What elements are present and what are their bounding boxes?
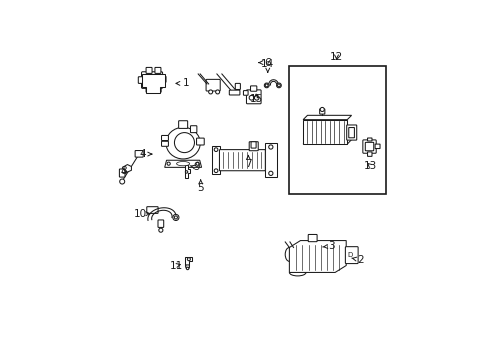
- Polygon shape: [124, 165, 131, 172]
- Text: 3: 3: [322, 241, 335, 251]
- Text: 9: 9: [190, 162, 199, 172]
- Bar: [290, 66, 386, 194]
- FancyBboxPatch shape: [162, 141, 169, 146]
- Text: 11: 11: [170, 261, 183, 270]
- Text: 7: 7: [245, 156, 252, 169]
- FancyBboxPatch shape: [191, 126, 197, 132]
- FancyBboxPatch shape: [319, 109, 325, 114]
- FancyBboxPatch shape: [251, 142, 256, 148]
- FancyBboxPatch shape: [229, 90, 240, 95]
- Text: 14: 14: [261, 59, 274, 72]
- Circle shape: [265, 84, 268, 87]
- Circle shape: [167, 162, 170, 165]
- Polygon shape: [265, 143, 277, 177]
- FancyBboxPatch shape: [179, 121, 188, 129]
- Circle shape: [214, 169, 218, 172]
- FancyBboxPatch shape: [250, 86, 257, 91]
- Text: 10: 10: [134, 209, 150, 219]
- FancyBboxPatch shape: [220, 150, 265, 171]
- Circle shape: [269, 145, 273, 149]
- Text: 2: 2: [352, 255, 364, 265]
- FancyBboxPatch shape: [138, 77, 144, 84]
- Circle shape: [196, 162, 199, 165]
- Text: 13: 13: [364, 161, 377, 171]
- FancyBboxPatch shape: [146, 86, 151, 92]
- FancyBboxPatch shape: [158, 220, 164, 228]
- FancyBboxPatch shape: [155, 67, 161, 73]
- Circle shape: [264, 83, 269, 88]
- Circle shape: [159, 228, 163, 232]
- Polygon shape: [212, 147, 220, 174]
- Circle shape: [186, 267, 189, 270]
- Circle shape: [249, 95, 254, 100]
- FancyBboxPatch shape: [147, 207, 158, 213]
- FancyBboxPatch shape: [363, 140, 376, 153]
- Ellipse shape: [166, 127, 200, 159]
- Polygon shape: [303, 115, 352, 120]
- FancyBboxPatch shape: [347, 125, 357, 140]
- Polygon shape: [290, 240, 346, 273]
- Text: 12: 12: [330, 51, 343, 62]
- Circle shape: [277, 84, 280, 87]
- Circle shape: [185, 171, 188, 173]
- Circle shape: [174, 132, 195, 153]
- Circle shape: [120, 179, 124, 184]
- Circle shape: [187, 258, 190, 261]
- Text: 4: 4: [139, 149, 152, 159]
- FancyBboxPatch shape: [235, 84, 241, 90]
- Text: 5: 5: [197, 180, 204, 193]
- Polygon shape: [185, 257, 193, 266]
- Polygon shape: [303, 120, 347, 144]
- FancyBboxPatch shape: [162, 135, 169, 140]
- Polygon shape: [185, 165, 190, 177]
- FancyBboxPatch shape: [206, 79, 220, 91]
- Circle shape: [209, 90, 213, 94]
- Circle shape: [254, 95, 259, 100]
- Ellipse shape: [176, 162, 190, 166]
- FancyBboxPatch shape: [196, 138, 204, 145]
- FancyBboxPatch shape: [146, 67, 152, 73]
- Text: D: D: [347, 252, 352, 258]
- Circle shape: [174, 216, 177, 219]
- FancyBboxPatch shape: [142, 72, 163, 89]
- Circle shape: [269, 171, 273, 175]
- FancyBboxPatch shape: [349, 127, 354, 138]
- FancyBboxPatch shape: [368, 138, 372, 141]
- FancyBboxPatch shape: [368, 152, 372, 156]
- Circle shape: [214, 148, 218, 152]
- FancyBboxPatch shape: [249, 142, 258, 151]
- Polygon shape: [165, 160, 201, 167]
- FancyBboxPatch shape: [366, 142, 374, 151]
- FancyBboxPatch shape: [375, 144, 380, 149]
- Text: 8: 8: [121, 166, 127, 176]
- Circle shape: [216, 90, 220, 94]
- Polygon shape: [303, 140, 352, 144]
- Text: 1: 1: [176, 78, 189, 89]
- FancyBboxPatch shape: [161, 76, 166, 82]
- Polygon shape: [142, 73, 166, 94]
- FancyBboxPatch shape: [246, 90, 261, 104]
- FancyBboxPatch shape: [156, 86, 161, 92]
- Circle shape: [276, 83, 281, 88]
- FancyBboxPatch shape: [186, 265, 190, 268]
- Circle shape: [320, 107, 324, 112]
- FancyBboxPatch shape: [345, 247, 358, 264]
- FancyBboxPatch shape: [308, 234, 317, 242]
- FancyBboxPatch shape: [244, 91, 248, 95]
- Text: 15: 15: [249, 94, 263, 104]
- FancyBboxPatch shape: [120, 169, 125, 177]
- Circle shape: [173, 214, 179, 220]
- FancyBboxPatch shape: [135, 150, 143, 157]
- Text: 6: 6: [259, 58, 271, 68]
